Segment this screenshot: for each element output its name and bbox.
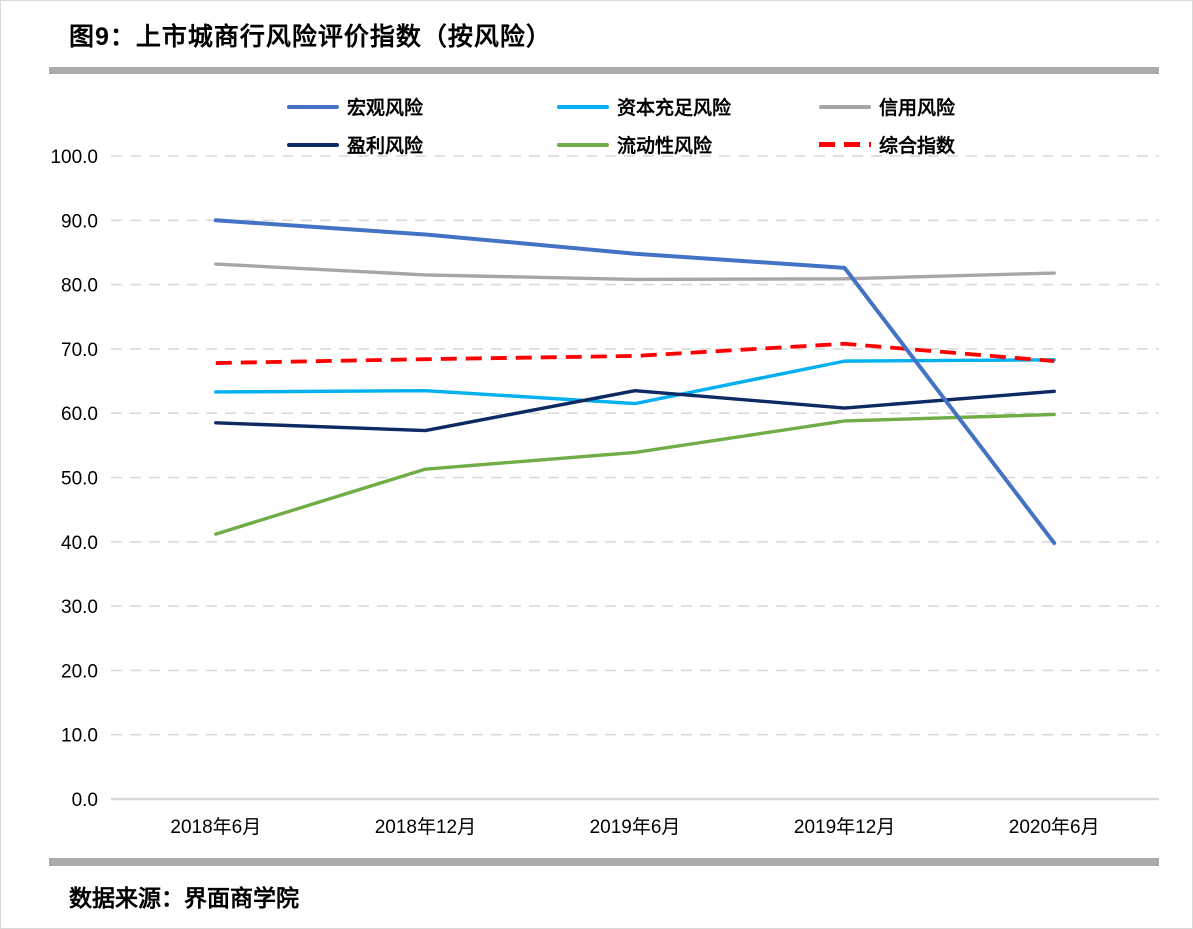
legend-item-capital-adequacy-risk: 资本充足风险 [557, 93, 819, 120]
chart-title: 图9：上市城商行风险评价指数（按风险） [69, 23, 552, 51]
svg-text:2018年12月: 2018年12月 [375, 816, 476, 838]
legend-label: 综合指数 [879, 136, 956, 157]
legend-swatch-macro-risk [287, 104, 339, 109]
svg-text:10.0: 10.0 [61, 726, 98, 747]
svg-text:90.0: 90.0 [61, 211, 98, 232]
legend-label: 信用风险 [879, 98, 956, 119]
legend-label: 盈利风险 [347, 136, 424, 157]
data-source-text: 数据来源：界面商学院 [69, 885, 299, 911]
legend-item-credit-risk: 信用风险 [819, 93, 955, 120]
svg-text:100.0: 100.0 [50, 147, 98, 168]
legend-swatch-liquidity-risk [557, 142, 609, 147]
legend-item-profit-risk: 盈利风险 [287, 131, 557, 158]
legend-item-liquidity-risk: 流动性风险 [557, 131, 819, 158]
legend-label: 宏观风险 [347, 98, 424, 119]
svg-text:30.0: 30.0 [61, 597, 98, 618]
svg-text:60.0: 60.0 [61, 404, 98, 425]
legend-swatch-credit-risk [819, 104, 871, 109]
svg-text:80.0: 80.0 [61, 276, 98, 297]
bottom-divider-bar [49, 858, 1159, 866]
chart-legend: 宏观风险 资本充足风险 信用风险 盈利风险 流动性风险 综合指数 [287, 93, 955, 158]
svg-text:0.0: 0.0 [72, 790, 98, 811]
legend-swatch-composite-index [819, 142, 871, 147]
svg-text:2019年6月: 2019年6月 [590, 816, 681, 838]
svg-text:40.0: 40.0 [61, 533, 98, 554]
svg-text:2018年6月: 2018年6月 [170, 816, 261, 838]
svg-text:70.0: 70.0 [61, 340, 98, 361]
svg-text:2019年12月: 2019年12月 [794, 816, 895, 838]
svg-text:20.0: 20.0 [61, 661, 98, 682]
legend-item-composite-index: 综合指数 [819, 131, 955, 158]
svg-text:50.0: 50.0 [61, 469, 98, 490]
legend-swatch-profit-risk [287, 142, 339, 147]
legend-label: 流动性风险 [617, 136, 713, 157]
legend-label: 资本充足风险 [617, 98, 732, 119]
legend-swatch-capital-adequacy-risk [557, 104, 609, 109]
legend-item-macro-risk: 宏观风险 [287, 93, 557, 120]
top-divider-bar [49, 67, 1159, 74]
svg-text:2020年6月: 2020年6月 [1009, 816, 1100, 838]
